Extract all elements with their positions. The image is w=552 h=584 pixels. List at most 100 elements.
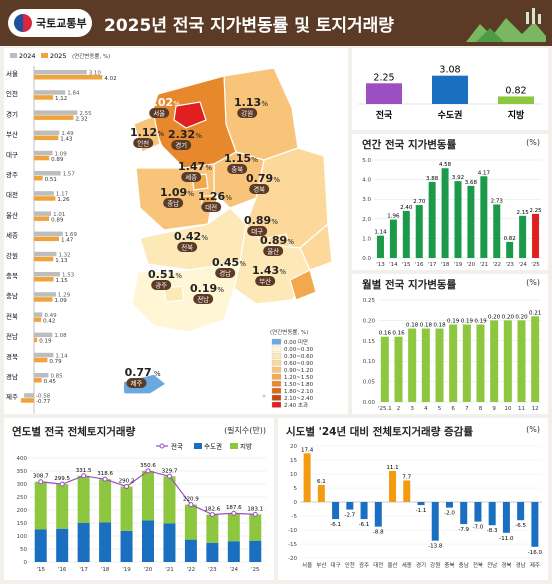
map-region-tag: 울산 — [267, 247, 279, 256]
x-tick-label: '24 — [518, 262, 527, 268]
bar-label-2025: 1.09 — [55, 298, 68, 304]
bar-label-2025: 1.12 — [55, 96, 67, 102]
annual-panel: 연간 전국 지가변동률 (%) 0.0 1.0 2.0 3.0 4.0 5.0 1.14 '1… — [352, 134, 548, 270]
region-label: 충북 — [6, 271, 18, 280]
legend-label-capital: 수도권 — [204, 443, 222, 451]
map-value-label: 0.79 — [246, 172, 273, 185]
map-region-tag: 대전 — [205, 203, 217, 212]
y-tick-label: 5.0 — [362, 158, 371, 164]
region-gangwon — [223, 67, 299, 161]
x-tick-label: '17 — [428, 262, 437, 268]
bar-value-label: 3.92 — [452, 175, 464, 181]
x-tick-label: 인천 — [345, 561, 355, 569]
x-tick-label: 경남 — [516, 561, 526, 569]
map-region-tag-bg — [237, 108, 258, 118]
map-legend-swatch — [271, 345, 282, 352]
map-region-tag: 경북 — [253, 185, 265, 194]
map-value-label: 4.02 — [146, 96, 173, 109]
page-title: 2025년 전국 지가변동률 및 토지거래량 — [104, 16, 394, 36]
total-value-label: 350.6 — [140, 463, 156, 469]
total-value-label: 329.7 — [162, 468, 178, 474]
map-region-tag-bg — [171, 140, 192, 150]
total-value-label: 220.9 — [183, 497, 199, 503]
map-legend-swatch — [271, 366, 282, 373]
bar — [467, 185, 475, 258]
bar — [474, 502, 482, 522]
map-value-label: 0.42 — [174, 230, 201, 243]
bar-value-label: -8.3 — [487, 528, 498, 534]
y-tick-label: 0 — [24, 560, 28, 566]
map-region-tag: 제주 — [131, 380, 143, 388]
x-tick-label: '13 — [376, 262, 385, 268]
logo-text: 국토교통부 — [36, 17, 87, 30]
bar-value-label: -11.0 — [499, 536, 514, 542]
map-percent-label: % — [187, 190, 194, 198]
map-region-tag-bg — [201, 202, 222, 212]
map-region-tag-bg — [149, 108, 170, 118]
bar — [493, 204, 501, 258]
bar — [421, 328, 430, 402]
bar — [408, 328, 417, 402]
bar-label-2024: 1.01 — [53, 212, 65, 218]
map-legend-swatch — [271, 401, 282, 408]
y-tick-label: 0.15 — [363, 339, 376, 345]
bar-local — [99, 479, 112, 523]
x-tick-label: 서울 — [302, 561, 312, 569]
x-tick-label: '23 — [505, 262, 514, 268]
bar-label-2024: 2.55 — [79, 111, 92, 117]
change-bar-chart: -20 -15 -10 -5 0 5 10 15 20 17.4 서울 6.1 부산 -6.1 대구 -2.7… — [288, 444, 542, 569]
bar-value-label: 6.1 — [317, 479, 326, 485]
bar-value-label: 2.15 — [516, 210, 529, 216]
bar — [415, 205, 423, 258]
bar-2025 — [34, 277, 54, 282]
bar-2025 — [34, 236, 59, 242]
y-tick-label: -10 — [288, 528, 297, 534]
bar — [503, 320, 512, 402]
y-tick-label: 0.10 — [363, 359, 376, 365]
total-value-label: 290.2 — [119, 479, 135, 485]
point-total — [188, 502, 194, 508]
map-percent-label: % — [175, 272, 182, 280]
summary-value: 0.82 — [505, 85, 526, 96]
x-tick-label: '15 — [36, 567, 45, 573]
bar-value-label: 0.82 — [504, 236, 516, 242]
bar-value-label: 2.73 — [491, 198, 504, 204]
bar-value-label: 3.68 — [465, 180, 478, 186]
y-tick-label: 20 — [290, 444, 297, 450]
bar-label-2025: 1.13 — [55, 258, 68, 264]
bar-label-2025: -0.77 — [36, 399, 51, 405]
map-region-tag: 부산 — [259, 277, 271, 286]
y-tick-label: 0.00 — [363, 400, 376, 406]
x-tick-label: '22 — [493, 262, 502, 268]
bar-label-2025: 2.32 — [75, 116, 87, 122]
bar — [389, 470, 397, 502]
bar-value-label: 0.16 — [392, 331, 405, 337]
bar-value-label: -8.8 — [373, 530, 384, 536]
map-region-tag: 충북 — [231, 165, 243, 174]
map-percent-label: % — [205, 164, 212, 172]
bar-2025 — [20, 398, 34, 403]
bar-label-2024: 1.84 — [67, 91, 80, 97]
x-tick-label: 11 — [518, 406, 525, 412]
bar-label-2024: 1.08 — [54, 333, 67, 339]
monthly-chart-unit: (%) — [526, 278, 540, 287]
regional-panel: 2024 2025 (연간변동률, %) 서울 3.10 4.02 인천 1.84 1.12 경기… — [4, 48, 348, 414]
summary-panel: 2.25 전국 3.08 수도권 0.82 지방 — [352, 48, 548, 130]
bar — [428, 181, 436, 258]
y-tick-label: 0 — [294, 500, 298, 506]
map-value-label: 1.43 — [252, 264, 279, 277]
map-percent-label: % — [251, 156, 258, 164]
bar-2024 — [34, 312, 43, 317]
bar-label-2025: 0.89 — [51, 157, 64, 163]
bar — [502, 502, 510, 533]
x-tick-label: '25 — [531, 262, 540, 268]
map-region-tag-bg — [126, 378, 147, 388]
map-legend-label: 0.00 미만 — [284, 338, 308, 346]
map-percent-label: % — [225, 194, 232, 202]
bar-local — [56, 484, 69, 529]
map-value-label: 1.13 — [234, 96, 261, 109]
summary-bar — [432, 75, 468, 104]
bar-value-label: 2.40 — [400, 205, 413, 211]
x-tick-label: 충남 — [459, 561, 469, 569]
x-tick-label: 경북 — [501, 562, 511, 569]
